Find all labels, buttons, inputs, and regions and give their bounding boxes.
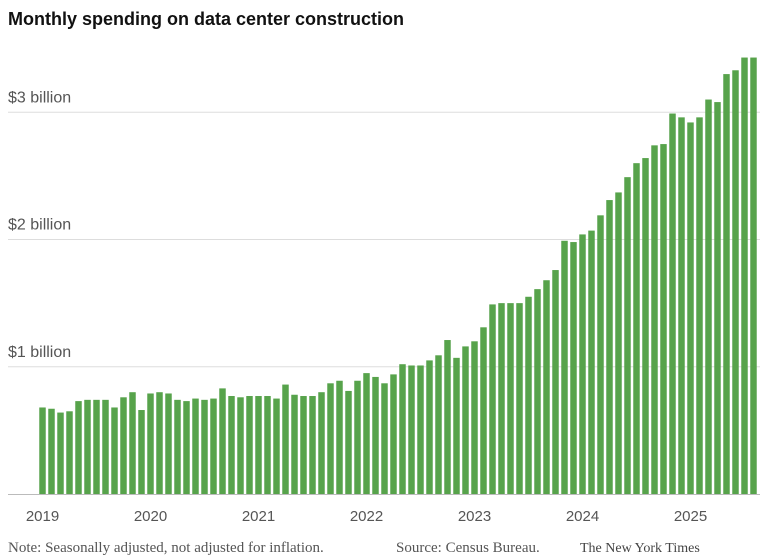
bar xyxy=(588,230,595,494)
bar xyxy=(93,399,100,494)
bar xyxy=(669,113,676,495)
bar xyxy=(183,401,190,494)
bar xyxy=(138,410,145,494)
bar xyxy=(129,392,136,494)
x-tick-label: 2025 xyxy=(674,508,707,525)
y-tick-label: $2 billion xyxy=(8,217,71,234)
bar xyxy=(471,341,478,494)
bar xyxy=(687,122,694,494)
bar xyxy=(210,398,217,494)
bar xyxy=(489,304,496,494)
bar xyxy=(642,158,649,494)
bar xyxy=(237,397,244,494)
bar xyxy=(147,393,154,494)
bar xyxy=(282,384,289,494)
bar xyxy=(507,303,514,494)
bar xyxy=(597,215,604,494)
y-tick-label: $1 billion xyxy=(8,344,71,361)
bar xyxy=(174,399,181,494)
bar xyxy=(66,411,73,494)
bar xyxy=(498,303,505,494)
x-tick-label: 2023 xyxy=(458,508,491,525)
bar xyxy=(534,289,541,494)
bar xyxy=(219,388,226,494)
x-tick-label: 2022 xyxy=(350,508,383,525)
bar xyxy=(372,376,379,494)
bar xyxy=(318,392,325,494)
bar xyxy=(273,398,280,494)
bar xyxy=(156,392,163,494)
bar xyxy=(39,407,46,494)
bar xyxy=(120,397,127,494)
x-tick-label: 2020 xyxy=(134,508,167,525)
bar xyxy=(633,163,640,494)
bar xyxy=(354,380,361,494)
bar xyxy=(57,412,64,494)
bar xyxy=(309,396,316,494)
bar xyxy=(111,407,118,494)
bar xyxy=(552,270,559,494)
bar xyxy=(543,280,550,494)
bar xyxy=(714,102,721,494)
bar xyxy=(426,360,433,494)
bar xyxy=(444,340,451,494)
bar xyxy=(381,383,388,494)
bar xyxy=(201,399,208,494)
credit: The New York Times xyxy=(580,541,700,556)
bar xyxy=(516,303,523,494)
bar xyxy=(660,144,667,495)
bar xyxy=(399,364,406,494)
bar xyxy=(624,177,631,494)
x-tick-label: 2021 xyxy=(242,508,275,525)
x-tick-label: 2024 xyxy=(566,508,599,525)
bar xyxy=(336,380,343,494)
bar xyxy=(390,374,397,494)
bar xyxy=(705,99,712,495)
bar xyxy=(255,396,262,494)
bar xyxy=(327,383,334,494)
bar xyxy=(75,401,82,494)
bar xyxy=(246,396,253,494)
bar xyxy=(696,117,703,495)
bar xyxy=(606,200,613,495)
bar xyxy=(84,399,91,494)
note: Note: Seasonally adjusted, not adjusted … xyxy=(8,540,324,556)
bar xyxy=(561,240,568,494)
bar xyxy=(615,192,622,494)
bar xyxy=(228,396,235,494)
bar xyxy=(192,398,199,494)
bar xyxy=(723,74,730,494)
bar xyxy=(363,373,370,494)
bar xyxy=(741,57,748,495)
bar xyxy=(264,396,271,494)
bar xyxy=(291,394,298,494)
bar xyxy=(345,390,352,494)
bar xyxy=(525,296,532,494)
x-tick-label: 2019 xyxy=(26,508,59,525)
bar xyxy=(678,117,685,495)
bar xyxy=(579,234,586,494)
bar xyxy=(408,365,415,494)
y-tick-label: $3 billion xyxy=(8,89,71,106)
bar xyxy=(48,408,55,494)
bar xyxy=(102,399,109,494)
source: Source: Census Bureau. xyxy=(396,540,540,556)
chart-title: Monthly spending on data center construc… xyxy=(8,9,404,29)
bar xyxy=(462,346,469,494)
bar xyxy=(480,327,487,494)
bar xyxy=(300,396,307,494)
bar xyxy=(732,70,739,494)
bar xyxy=(453,357,460,494)
bar xyxy=(435,355,442,494)
bar xyxy=(165,393,172,494)
bar xyxy=(651,145,658,495)
bar xyxy=(417,365,424,494)
bar xyxy=(570,242,577,494)
bar xyxy=(750,57,757,495)
